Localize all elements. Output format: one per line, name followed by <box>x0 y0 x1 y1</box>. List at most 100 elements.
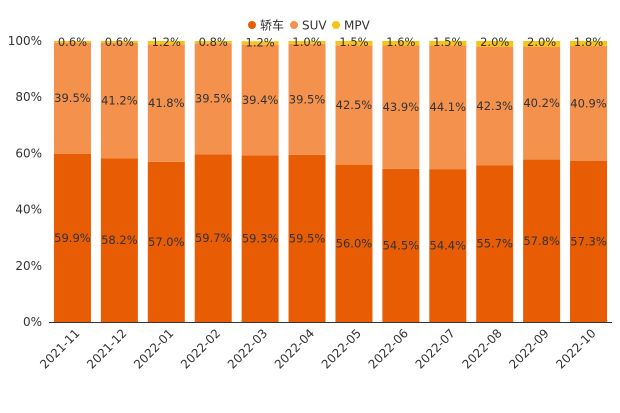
legend-marker <box>332 21 340 29</box>
x-tick-label: 2021-12 <box>84 326 129 371</box>
bar-stack[interactable]: 57.8% 40.2% 2.0% <box>523 35 561 322</box>
bar-segment[interactable] <box>476 41 514 47</box>
bar-stack[interactable]: 59.5% 39.5% 1.0% <box>288 35 326 322</box>
bar-segment[interactable] <box>53 41 91 43</box>
x-tick-label: 2022-07 <box>413 326 458 371</box>
data-label: 41.2% <box>101 94 138 108</box>
bar-stack[interactable]: 59.3% 39.4% 1.2% <box>241 35 279 322</box>
data-label: 57.0% <box>148 235 185 249</box>
bar-segment[interactable] <box>335 41 373 46</box>
legend-marker <box>248 21 256 29</box>
bar-segment[interactable] <box>382 45 420 169</box>
data-label: 1.2% <box>152 35 181 49</box>
y-tick-label: 40% <box>15 203 42 217</box>
data-label: 54.5% <box>383 238 420 252</box>
data-label: 42.3% <box>476 99 513 113</box>
data-label: 0.6% <box>58 35 87 49</box>
bar-stack[interactable]: 58.2% 41.2% 0.6% <box>100 35 138 322</box>
x-axis: 2021-11 2021-12 2022-01 2022-02 2022-03 2022-… <box>37 322 612 372</box>
data-label: 40.2% <box>523 96 560 110</box>
bar-segment[interactable] <box>53 153 91 322</box>
bar-stack[interactable]: 59.9% 39.5% 0.6% <box>53 35 91 322</box>
data-label: 57.8% <box>523 234 560 248</box>
data-label: 56.0% <box>336 236 373 250</box>
data-label: 1.8% <box>574 35 603 49</box>
bar-stack[interactable]: 55.7% 42.3% 2.0% <box>476 35 514 322</box>
x-tick-label: 2022-10 <box>553 326 598 371</box>
y-tick-label: 60% <box>15 146 42 160</box>
legend-item-1[interactable]: SUV <box>290 19 327 33</box>
bar-segment[interactable] <box>476 46 514 166</box>
data-label: 43.9% <box>383 100 420 114</box>
y-axis: 0% 20% 40% 60% 80% 100% <box>8 34 42 329</box>
bar-segment[interactable] <box>288 41 326 44</box>
bar-segment[interactable] <box>429 169 467 322</box>
legend-label: 轿车 <box>260 18 284 33</box>
data-label: 44.1% <box>430 100 467 114</box>
bar-segment[interactable] <box>53 42 91 154</box>
data-label: 1.5% <box>433 35 462 49</box>
data-label: 58.2% <box>101 233 138 247</box>
bar-segment[interactable] <box>241 44 279 156</box>
bar-stack[interactable]: 54.5% 43.9% 1.6% <box>382 35 420 322</box>
bar-segment[interactable] <box>570 41 608 47</box>
bar-segment[interactable] <box>476 165 514 322</box>
bar-segment[interactable] <box>147 161 185 322</box>
bar-segment[interactable] <box>523 41 561 47</box>
bar-segment[interactable] <box>241 155 279 322</box>
y-tick-label: 0% <box>23 315 42 329</box>
x-tick-label: 2022-05 <box>319 326 364 371</box>
x-tick-label: 2021-11 <box>37 326 82 371</box>
bar-segment[interactable] <box>429 41 467 46</box>
bar-segment[interactable] <box>335 164 373 322</box>
bar-segment[interactable] <box>100 42 138 159</box>
data-label: 54.4% <box>430 239 467 253</box>
data-label: 59.9% <box>54 231 91 245</box>
legend-label: MPV <box>344 19 371 33</box>
data-label: 0.8% <box>199 35 228 49</box>
data-label: 59.5% <box>289 231 326 245</box>
bar-segment[interactable] <box>194 43 232 155</box>
bar-stack[interactable]: 54.4% 44.1% 1.5% <box>429 35 467 322</box>
bar-stack[interactable]: 57.3% 40.9% 1.8% <box>570 35 608 322</box>
data-label: 57.3% <box>570 234 607 248</box>
x-tick-label: 2022-03 <box>225 326 270 371</box>
data-label: 2.0% <box>527 35 556 49</box>
bars: 59.9% 39.5% 0.6% 58.2% 41.2% 0.6% 57.0% 41.8% 1.… <box>53 35 608 322</box>
bar-segment[interactable] <box>570 46 608 161</box>
bar-segment[interactable] <box>100 41 138 43</box>
bar-segment[interactable] <box>241 41 279 45</box>
bar-segment[interactable] <box>382 168 420 322</box>
bar-segment[interactable] <box>288 154 326 322</box>
y-tick-label: 80% <box>15 90 42 104</box>
data-label: 40.9% <box>570 97 607 111</box>
x-tick-label: 2022-02 <box>178 326 223 371</box>
data-label: 41.8% <box>148 96 185 110</box>
bar-segment[interactable] <box>382 41 420 46</box>
data-label: 0.6% <box>105 35 134 49</box>
bar-segment[interactable] <box>523 159 561 322</box>
legend-item-0[interactable]: 轿车 <box>248 18 284 33</box>
data-label: 1.5% <box>339 35 368 49</box>
x-tick-label: 2022-01 <box>131 326 176 371</box>
data-label: 2.0% <box>480 35 509 49</box>
bar-stack[interactable]: 56.0% 42.5% 1.5% <box>335 35 373 322</box>
bar-segment[interactable] <box>100 158 138 322</box>
x-tick-label: 2022-04 <box>272 326 317 371</box>
data-label: 42.5% <box>336 98 373 112</box>
bar-stack[interactable]: 57.0% 41.8% 1.2% <box>147 35 185 322</box>
bar-segment[interactable] <box>194 41 232 44</box>
legend-item-2[interactable]: MPV <box>332 19 371 33</box>
legend: 轿车 SUV MPV <box>248 18 371 33</box>
bar-segment[interactable] <box>523 46 561 160</box>
bar-segment[interactable] <box>570 160 608 322</box>
bar-segment[interactable] <box>147 41 185 45</box>
bar-segment[interactable] <box>288 43 326 155</box>
bar-stack[interactable]: 59.7% 39.5% 0.8% <box>194 35 232 322</box>
bar-segment[interactable] <box>147 44 185 162</box>
bar-segment[interactable] <box>194 154 232 322</box>
data-label: 1.0% <box>292 35 321 49</box>
bar-segment[interactable] <box>335 45 373 165</box>
bar-segment[interactable] <box>429 45 467 170</box>
